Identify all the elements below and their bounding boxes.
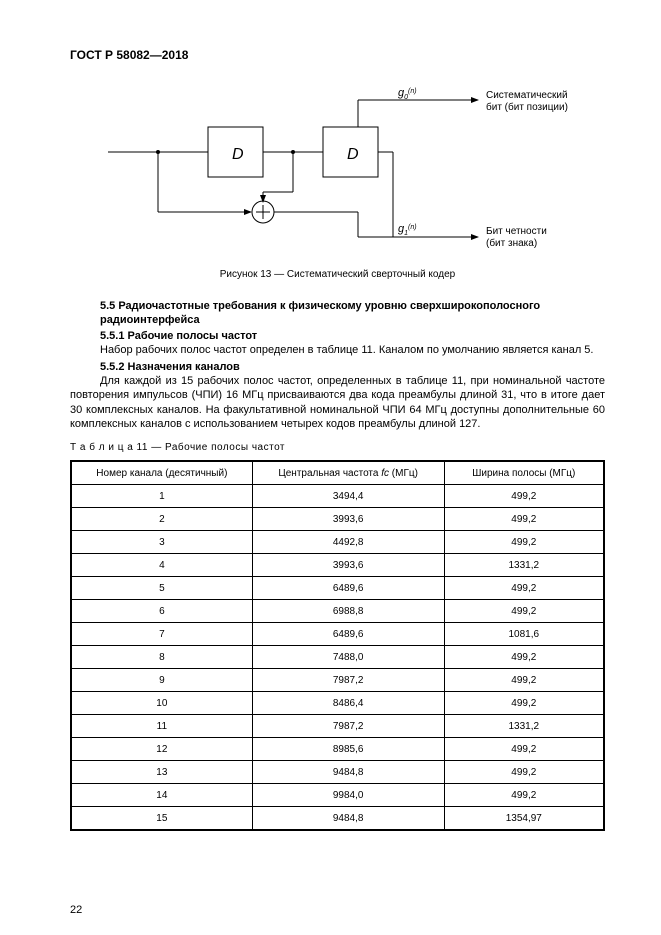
- table-cell: 9984,0: [252, 784, 444, 807]
- table-cell: 12: [71, 738, 252, 761]
- systematic-bit-l1: Систематический: [486, 90, 568, 101]
- table-cell: 499,2: [444, 485, 604, 508]
- table-cell: 4: [71, 554, 252, 577]
- figure-13-caption: Рисунок 13 — Систематический сверточный …: [70, 268, 605, 281]
- parity-bit-l1: Бит четности: [486, 226, 547, 237]
- document-id: ГОСТ Р 58082—2018: [70, 48, 605, 64]
- parity-bit-l2: (бит знака): [486, 237, 537, 249]
- table-cell: 499,2: [444, 784, 604, 807]
- table-cell: 3993,6: [252, 508, 444, 531]
- table-cell: 1331,2: [444, 715, 604, 738]
- table-cell: 3494,4: [252, 485, 444, 508]
- table-cell: 11: [71, 715, 252, 738]
- table-cell: 499,2: [444, 761, 604, 784]
- table-cell: 1: [71, 485, 252, 508]
- table-cell: 9484,8: [252, 807, 444, 831]
- table-row: 117987,21331,2: [71, 715, 604, 738]
- table-cell: 499,2: [444, 600, 604, 623]
- table-row: 87488,0499,2: [71, 646, 604, 669]
- table-cell: 6: [71, 600, 252, 623]
- table-row: 149984,0499,2: [71, 784, 604, 807]
- systematic-bit-l2: бит (бит позиции): [486, 101, 568, 113]
- para-5-5-2: Для каждой из 15 рабочих полос частот, о…: [70, 374, 605, 431]
- col-channel: Номер канала (десятичный): [71, 461, 252, 485]
- col-freq: Центральная частота fc (МГц): [252, 461, 444, 485]
- d-box-2-label: D: [347, 146, 359, 163]
- heading-5-5: 5.5 Радиочастотные требования к физическ…: [70, 299, 605, 328]
- table-row: 34492,8499,2: [71, 531, 604, 554]
- d-box-1-label: D: [232, 146, 244, 163]
- table-row: 159484,81354,97: [71, 807, 604, 831]
- g0-label: g0(n): [398, 87, 417, 101]
- table-cell: 499,2: [444, 508, 604, 531]
- col-bandwidth: Ширина полосы (МГц): [444, 461, 604, 485]
- heading-5-5-2: 5.5.2 Назначения каналов: [70, 360, 605, 374]
- table-row: 128985,6499,2: [71, 738, 604, 761]
- table-cell: 499,2: [444, 738, 604, 761]
- table-row: 139484,8499,2: [71, 761, 604, 784]
- table-row: 66988,8499,2: [71, 600, 604, 623]
- page: ГОСТ Р 58082—2018 g0(n) Систематический …: [0, 0, 661, 935]
- table-cell: 1354,97: [444, 807, 604, 831]
- table-row: 108486,4499,2: [71, 692, 604, 715]
- encoder-svg: g0(n) Систематический бит (бит позиции) …: [98, 82, 578, 252]
- table-cell: 5: [71, 577, 252, 600]
- table-header-row: Номер канала (десятичный) Центральная ча…: [71, 461, 604, 485]
- table-row: 97987,2499,2: [71, 669, 604, 692]
- table-cell: 499,2: [444, 692, 604, 715]
- table-cell: 15: [71, 807, 252, 831]
- table-11: Номер канала (десятичный) Центральная ча…: [70, 460, 605, 831]
- table-cell: 499,2: [444, 531, 604, 554]
- table-cell: 1081,6: [444, 623, 604, 646]
- table-cell: 7488,0: [252, 646, 444, 669]
- table-cell: 6988,8: [252, 600, 444, 623]
- table-cell: 10: [71, 692, 252, 715]
- table-cell: 2: [71, 508, 252, 531]
- table-cell: 6489,6: [252, 577, 444, 600]
- table-cell: 13: [71, 761, 252, 784]
- table-cell: 8: [71, 646, 252, 669]
- encoder-diagram: g0(n) Систематический бит (бит позиции) …: [70, 82, 605, 262]
- table-cell: 499,2: [444, 577, 604, 600]
- table-cell: 8486,4: [252, 692, 444, 715]
- table-cell: 6489,6: [252, 623, 444, 646]
- table-cell: 3993,6: [252, 554, 444, 577]
- table-row: 43993,61331,2: [71, 554, 604, 577]
- table-cell: 7: [71, 623, 252, 646]
- para-5-5-1: Набор рабочих полос частот определен в т…: [70, 343, 605, 357]
- table-cell: 3: [71, 531, 252, 554]
- table-cell: 14: [71, 784, 252, 807]
- table-row: 23993,6499,2: [71, 508, 604, 531]
- g1-label: g1(n): [398, 223, 417, 237]
- page-number: 22: [70, 903, 82, 917]
- table-cell: 499,2: [444, 669, 604, 692]
- table-11-caption: Т а б л и ц а 11 — Рабочие полосы частот: [70, 441, 605, 454]
- table-cell: 7987,2: [252, 715, 444, 738]
- table-cell: 7987,2: [252, 669, 444, 692]
- table-cell: 9484,8: [252, 761, 444, 784]
- heading-5-5-1: 5.5.1 Рабочие полосы частот: [70, 329, 605, 343]
- table-row: 56489,6499,2: [71, 577, 604, 600]
- table-row: 13494,4499,2: [71, 485, 604, 508]
- table-cell: 8985,6: [252, 738, 444, 761]
- table-cell: 9: [71, 669, 252, 692]
- table-row: 76489,61081,6: [71, 623, 604, 646]
- table-cell: 499,2: [444, 646, 604, 669]
- table-cell: 4492,8: [252, 531, 444, 554]
- table-cell: 1331,2: [444, 554, 604, 577]
